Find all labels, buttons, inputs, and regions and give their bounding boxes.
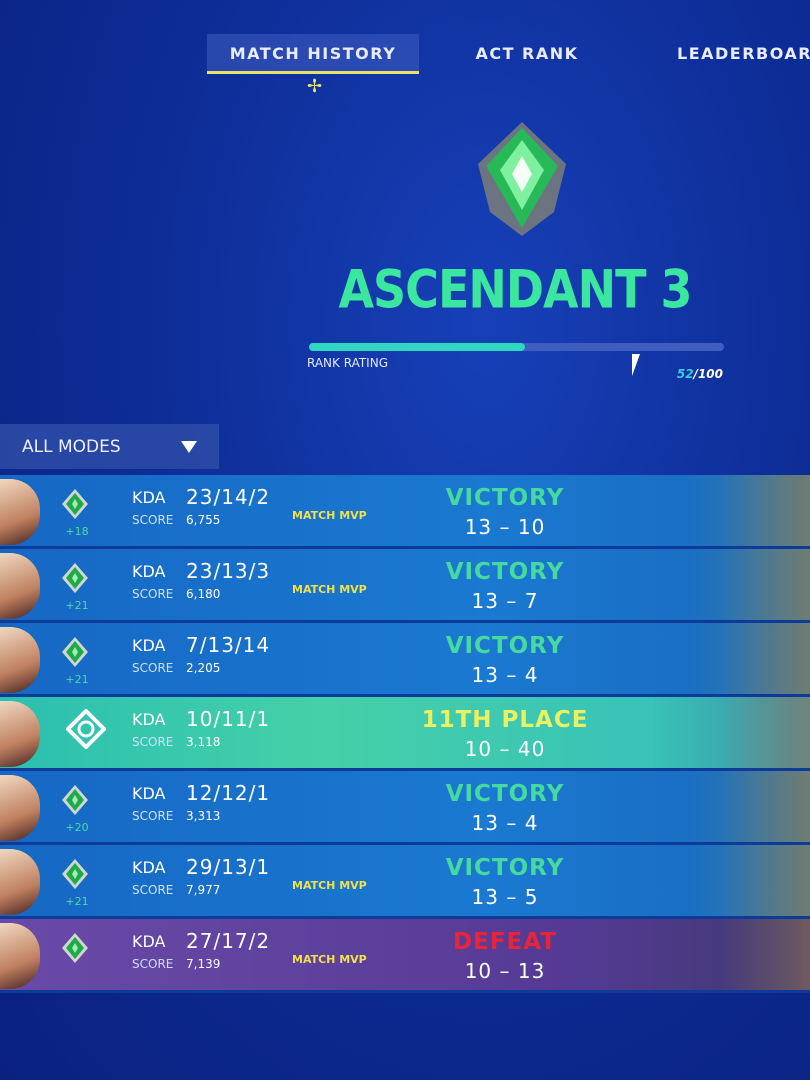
round-score: 13 – 4 (471, 811, 539, 835)
ascendant-rank-icon (62, 933, 88, 963)
mouse-cursor-icon (632, 354, 640, 376)
kda-label: KDA (132, 710, 166, 729)
tab-act-rank[interactable]: ACT RANK (475, 44, 579, 63)
round-score: 10 – 13 (464, 959, 546, 983)
match-row[interactable]: +21 KDA 29/13/1 SCORE 7,977 MATCH MVP VI… (0, 845, 810, 919)
map-thumbnail (720, 771, 810, 842)
round-score: 10 – 40 (464, 737, 546, 761)
score-label: SCORE (132, 809, 174, 823)
kda-value: 7/13/14 (186, 633, 271, 657)
kda-value: 23/14/2 (186, 485, 271, 509)
match-result: VICTORY (445, 633, 565, 659)
map-thumbnail (720, 697, 810, 768)
match-mvp-badge: MATCH MVP (292, 953, 367, 966)
score-value: 7,977 (186, 883, 221, 897)
round-score: 13 – 7 (471, 589, 539, 613)
tab-leaderboard[interactable]: LEADERBOARD (677, 44, 810, 63)
active-tab-marker-icon: ✢ (307, 76, 323, 97)
ascendant-rank-icon (62, 859, 88, 889)
agent-portrait (0, 553, 40, 619)
mode-filter-dropdown[interactable]: ALL MODES (0, 424, 219, 469)
score-label: SCORE (132, 735, 174, 749)
deathmatch-mode-icon (66, 709, 106, 749)
ascendant-rank-icon (62, 637, 88, 667)
kda-value: 27/17/2 (186, 929, 271, 953)
agent-portrait (0, 923, 40, 989)
map-thumbnail (720, 475, 810, 546)
match-result: DEFEAT (453, 929, 557, 955)
score-label: SCORE (132, 661, 174, 675)
ascendant-rank-icon (62, 785, 88, 815)
rr-change: +21 (65, 895, 89, 908)
score-value: 3,313 (186, 809, 221, 823)
map-thumbnail (720, 845, 810, 916)
rr-change: +18 (65, 525, 89, 538)
rank-rating-fill (309, 343, 525, 351)
ascendant-rank-icon (62, 563, 88, 593)
match-row[interactable]: +18 KDA 23/14/2 SCORE 6,755 MATCH MVP VI… (0, 475, 810, 549)
score-value: 6,180 (186, 587, 221, 601)
tab-match-history[interactable]: MATCH HISTORY (207, 34, 419, 74)
kda-label: KDA (132, 636, 166, 655)
agent-portrait (0, 775, 40, 841)
score-label: SCORE (132, 513, 174, 527)
map-thumbnail (720, 623, 810, 694)
match-mvp-badge: MATCH MVP (292, 509, 367, 522)
match-result: VICTORY (445, 781, 565, 807)
score-value: 6,755 (186, 513, 221, 527)
score-value: 3,118 (186, 735, 221, 749)
agent-portrait (0, 627, 40, 693)
rank-rating-max: 100 (697, 367, 723, 381)
rank-name: ASCENDANT 3 (338, 257, 692, 321)
rank-rating-value: 52/100 (677, 367, 723, 381)
match-result: VICTORY (445, 855, 565, 881)
match-result: VICTORY (445, 485, 565, 511)
match-result: VICTORY (445, 559, 565, 585)
kda-label: KDA (132, 562, 166, 581)
agent-portrait (0, 479, 40, 545)
kda-value: 10/11/1 (186, 707, 271, 731)
kda-label: KDA (132, 784, 166, 803)
score-value: 7,139 (186, 957, 221, 971)
map-thumbnail (720, 549, 810, 620)
match-mvp-badge: MATCH MVP (292, 879, 367, 892)
kda-value: 12/12/1 (186, 781, 271, 805)
rank-rating-separator: / (693, 367, 698, 381)
rank-rating-current: 52 (676, 367, 694, 381)
rank-rating-label: RANK RATING (307, 356, 388, 370)
round-score: 13 – 10 (464, 515, 546, 539)
kda-label: KDA (132, 488, 166, 507)
kda-label: KDA (132, 932, 166, 951)
ascendant-rank-icon (62, 489, 88, 519)
round-score: 13 – 5 (471, 885, 539, 909)
match-row[interactable]: +20 KDA 12/12/1 SCORE 3,313 VICTORY 13 –… (0, 771, 810, 845)
score-label: SCORE (132, 883, 174, 897)
agent-portrait (0, 701, 40, 767)
kda-value: 29/13/1 (186, 855, 271, 879)
chevron-down-icon (181, 441, 197, 453)
score-value: 2,205 (186, 661, 221, 675)
match-row[interactable]: +21 KDA 23/13/3 SCORE 6,180 MATCH MVP VI… (0, 549, 810, 623)
agent-portrait (0, 849, 40, 915)
map-thumbnail (720, 919, 810, 990)
kda-value: 23/13/3 (186, 559, 271, 583)
tab-bar: MATCH HISTORY ✢ ACT RANK LEADERBOARD (207, 34, 810, 97)
score-label: SCORE (132, 587, 174, 601)
match-mvp-badge: MATCH MVP (292, 583, 367, 596)
match-row[interactable]: +21 KDA 7/13/14 SCORE 2,205 VICTORY 13 –… (0, 623, 810, 697)
match-list: +18 KDA 23/14/2 SCORE 6,755 MATCH MVP VI… (0, 475, 810, 993)
round-score: 13 – 4 (471, 663, 539, 687)
rank-rating-bar (309, 343, 724, 351)
rr-change: +21 (65, 673, 89, 686)
mode-filter-label: ALL MODES (22, 436, 121, 457)
kda-label: KDA (132, 858, 166, 877)
match-result: 11TH PLACE (421, 707, 589, 733)
rr-change: +21 (65, 599, 89, 612)
match-row[interactable]: KDA 27/17/2 SCORE 7,139 MATCH MVP DEFEAT… (0, 919, 810, 993)
rr-change: +20 (65, 821, 89, 834)
ascendant-rank-emblem-icon (478, 122, 566, 236)
score-label: SCORE (132, 957, 174, 971)
match-row[interactable]: KDA 10/11/1 SCORE 3,118 11TH PLACE 10 – … (0, 697, 810, 771)
